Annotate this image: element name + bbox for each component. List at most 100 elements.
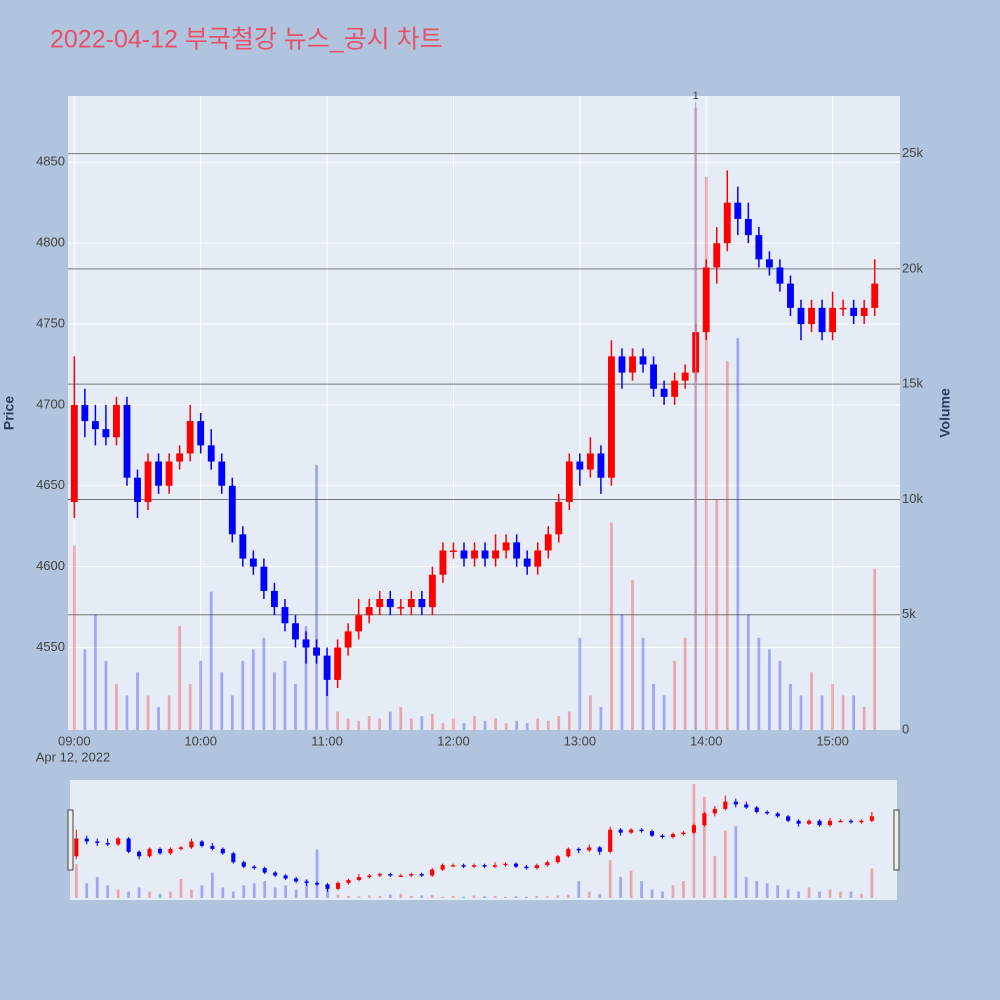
- volume-bar: [273, 672, 276, 730]
- candle-body: [650, 364, 657, 389]
- candle-body: [168, 848, 173, 854]
- volume-bar: [451, 895, 455, 898]
- candle-body: [618, 829, 623, 833]
- candle-body: [450, 550, 457, 552]
- candle-body: [355, 615, 363, 632]
- candle-body: [513, 863, 519, 867]
- candle-body: [325, 884, 330, 889]
- volume-bar: [799, 695, 803, 730]
- candle-body: [91, 421, 99, 430]
- candle-body: [492, 865, 498, 867]
- candle-body: [74, 838, 79, 857]
- volume-bar: [545, 896, 549, 898]
- candle-body: [808, 307, 815, 325]
- candle-body: [323, 655, 331, 680]
- volume-bar: [870, 868, 874, 898]
- candle-body: [367, 875, 372, 878]
- volume-bar: [765, 883, 769, 898]
- range-handle-right[interactable]: [893, 809, 900, 871]
- candle-body: [137, 851, 142, 857]
- volume-bar: [94, 614, 97, 730]
- candle-body: [239, 534, 247, 559]
- candle-body: [189, 841, 194, 848]
- candle-body: [281, 607, 289, 624]
- volume-bar: [810, 672, 813, 730]
- volume-bar: [536, 718, 540, 730]
- volume-bar: [683, 637, 687, 730]
- volume-bar: [399, 706, 403, 730]
- candle-body: [702, 267, 710, 333]
- candle-body: [365, 607, 373, 616]
- volume-bar: [190, 889, 193, 898]
- volume-bar: [431, 713, 434, 730]
- candle-body: [565, 461, 573, 502]
- candle-body: [796, 820, 801, 824]
- candle-body: [481, 550, 489, 559]
- candle-body: [492, 550, 500, 559]
- candle-body: [744, 804, 749, 808]
- volume-bar: [357, 720, 361, 730]
- volume-bar: [347, 895, 350, 898]
- x-tick-label: 14:00: [690, 733, 723, 748]
- volume-bar: [598, 893, 602, 898]
- candle-body: [304, 881, 309, 883]
- candle-body: [754, 807, 759, 812]
- candle-body: [428, 574, 436, 608]
- volume-bar: [221, 887, 225, 898]
- candle-body: [228, 485, 236, 535]
- volume-bar: [231, 891, 235, 898]
- volume-bar: [619, 876, 623, 898]
- candle-body: [869, 816, 874, 821]
- candle-body: [786, 816, 791, 821]
- volume-bar: [378, 718, 382, 730]
- volume-bar: [106, 885, 110, 898]
- volume-bar: [273, 887, 277, 898]
- volume-bar: [325, 672, 329, 730]
- volume-bar: [860, 893, 863, 898]
- volume-bar: [789, 683, 792, 730]
- candle-body: [176, 453, 184, 462]
- volume-bar: [136, 672, 139, 730]
- x-tick-label: 09:00: [58, 733, 91, 748]
- volume-bar: [462, 896, 465, 898]
- volume-bar: [148, 891, 151, 898]
- volume-bar: [263, 881, 267, 898]
- range-handle-left[interactable]: [67, 809, 74, 871]
- volume-bar: [483, 896, 486, 898]
- volume-bar: [251, 649, 255, 730]
- candle-body: [249, 558, 257, 567]
- volume-bar: [188, 683, 192, 730]
- volume-bar: [757, 637, 761, 730]
- volume-bar: [472, 895, 476, 898]
- volume-bar: [430, 895, 434, 898]
- volume-bar: [640, 881, 643, 898]
- candle-body: [523, 558, 531, 567]
- volume-bar: [85, 883, 89, 898]
- candle-body: [586, 453, 594, 470]
- volume-bar: [671, 885, 675, 898]
- candle-body: [566, 848, 571, 857]
- range-slider[interactable]: [70, 780, 897, 900]
- candle-body: [197, 421, 205, 446]
- volume-bar: [178, 626, 182, 730]
- volume-bar: [158, 893, 162, 898]
- candle-body: [386, 598, 394, 608]
- candle-body: [576, 848, 581, 851]
- candle-body: [503, 863, 508, 866]
- y-tick-label: 4700: [36, 396, 65, 411]
- volume-bar: [441, 723, 445, 730]
- candle-body: [660, 835, 665, 838]
- candle-body: [755, 235, 763, 260]
- y-tick-label: 4800: [36, 235, 65, 250]
- volume-bar: [146, 695, 150, 730]
- candle-body: [134, 477, 141, 502]
- volume-bar: [242, 885, 246, 898]
- candle-body: [356, 876, 361, 880]
- volume-bar: [211, 872, 214, 898]
- volume-bar: [873, 568, 877, 730]
- volume-bar: [546, 720, 550, 730]
- candle-body: [776, 267, 784, 284]
- candle-body: [691, 825, 696, 833]
- candle-body: [144, 461, 152, 502]
- candle-body: [860, 307, 868, 316]
